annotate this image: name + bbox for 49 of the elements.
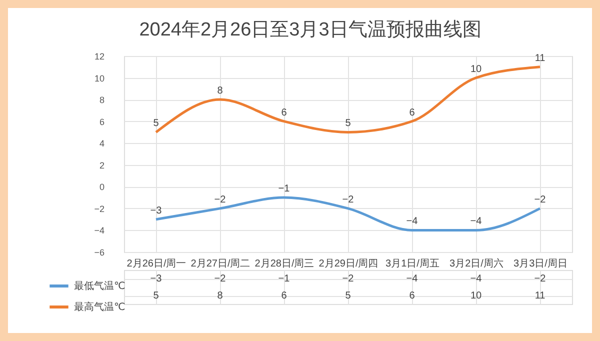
text: 11	[534, 52, 546, 64]
y-tick-label: 6	[99, 116, 104, 127]
data-label: −2	[342, 274, 354, 284]
legend-label: 最高气温℃	[74, 301, 126, 313]
x-tick-label: 3月3日/周日	[514, 258, 568, 270]
text: 5	[345, 118, 351, 130]
text: −2	[214, 194, 226, 206]
text: −1	[278, 184, 290, 195]
chart-title: 2024年2月26日至3月3日气温预报曲线图	[139, 20, 482, 40]
data-label: −2	[214, 274, 226, 284]
data-label: 11	[534, 290, 546, 302]
text: 8	[217, 86, 223, 97]
x-tick-label: 2月27日/周二	[190, 258, 250, 270]
data-label: 5	[345, 290, 352, 302]
y-tick-label: 10	[94, 73, 104, 84]
legend-label: 最低气温℃	[74, 280, 126, 292]
text: −4	[406, 216, 418, 228]
y-tick-label: 4	[99, 138, 104, 149]
text: 6	[409, 107, 415, 118]
line-series	[154, 66, 542, 134]
x-tick-label: 2月28日/周三	[254, 258, 314, 270]
text: −4	[470, 216, 482, 228]
x-tick-label: 2月26日/周一	[126, 258, 186, 270]
x-tick-label: 3月1日/周五	[386, 258, 440, 270]
data-label: 10	[470, 290, 482, 302]
text: 5	[153, 118, 159, 130]
data-label: 6	[409, 290, 416, 302]
data-label: 8	[217, 290, 224, 302]
text: 6	[281, 107, 287, 118]
y-tick-label: 0	[99, 182, 104, 192]
data-label: −4	[470, 274, 482, 284]
y-tick-label: 12	[94, 52, 104, 62]
data-label: −1	[278, 274, 290, 284]
y-tick-label: 2	[99, 160, 104, 170]
y-tick-label: −4	[94, 226, 104, 236]
y-tick-label: −2	[94, 204, 104, 214]
data-label: −3	[150, 274, 162, 284]
text: −2	[534, 194, 546, 206]
y-tick-label: 8	[99, 95, 104, 106]
data-label: −4	[406, 274, 418, 284]
x-tick-label: 2月29日/周四	[318, 258, 378, 270]
data-label: −2	[534, 274, 546, 284]
text: −2	[342, 194, 354, 206]
y-tick-label: −6	[94, 248, 104, 258]
data-label: 5	[153, 290, 160, 302]
text: 10	[470, 64, 482, 75]
text: −3	[150, 205, 162, 216]
data-label: 6	[281, 290, 288, 302]
x-tick-label: 3月2日/周六	[450, 258, 504, 270]
